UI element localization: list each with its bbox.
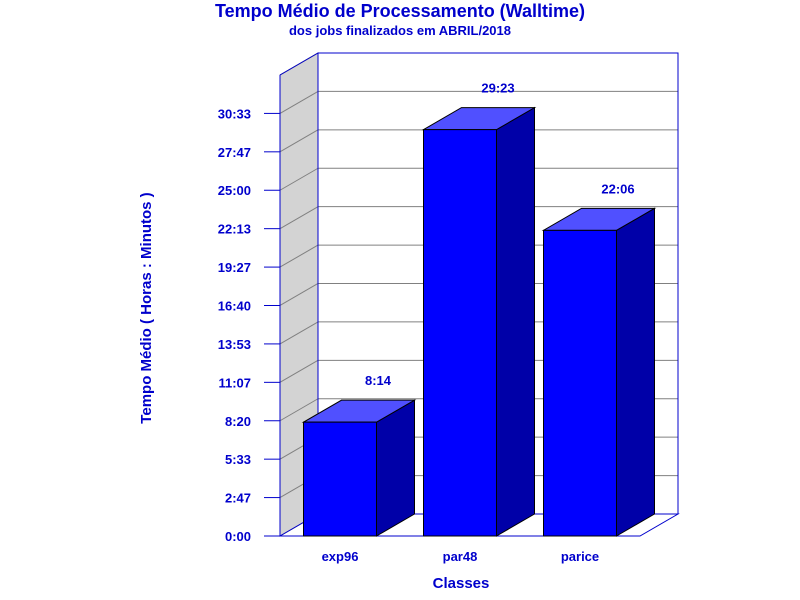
- chart-title: Tempo Médio de Processamento (Walltime): [215, 1, 585, 21]
- y-tick-labels: 0:00 2:47 5:33 8:20 11:07 13:53 16:40 19:27 22:1…: [218, 106, 280, 544]
- data-label: 8:14: [365, 373, 392, 388]
- gridline-side: [279, 90, 319, 114]
- chart-subtitle: dos jobs finalizados em ABRIL/2018: [289, 23, 511, 38]
- x-tick-label: par48: [443, 549, 478, 564]
- gridline-side: [279, 321, 319, 345]
- y-tick-label: 2:47: [225, 491, 251, 506]
- gridline-side: [279, 244, 319, 268]
- bar-parice: [541, 207, 657, 537]
- y-tick-label: 16:40: [218, 298, 251, 313]
- bar-side: [616, 207, 655, 537]
- data-label: 29:23: [481, 81, 514, 96]
- gridline-side: [279, 359, 319, 383]
- y-tick-label: 30:33: [218, 106, 251, 121]
- y-axis-label: Tempo Médio ( Horas : Minutos ): [138, 192, 155, 423]
- y-tick-label: 27:47: [218, 145, 251, 160]
- y-axis-top-edge: [279, 52, 319, 76]
- bar-side: [496, 106, 535, 537]
- bar-exp96: [301, 399, 417, 537]
- y-tick-label: 22:13: [218, 222, 251, 237]
- x-tick-label: parice: [561, 549, 599, 564]
- bar-par48: [421, 106, 537, 537]
- data-labels: 8:14 29:23 22:06: [365, 81, 635, 389]
- y-tick-label: 13:53: [218, 337, 251, 352]
- x-tick-label: exp96: [322, 549, 359, 564]
- x-axis-label: Classes: [433, 575, 490, 592]
- bar-front: [543, 229, 617, 537]
- gridline-side: [279, 206, 319, 230]
- y-tick-label: 5:33: [225, 452, 251, 467]
- y-tick-label: 11:07: [218, 375, 251, 390]
- bar-front: [303, 421, 377, 537]
- y-tick-label: 0:00: [225, 529, 251, 544]
- data-label: 22:06: [601, 181, 634, 196]
- y-tick-label: 25:00: [218, 183, 251, 198]
- y-tick-label: 8:20: [225, 414, 251, 429]
- bar-side: [376, 399, 415, 537]
- y-tick-label: 19:27: [218, 260, 251, 275]
- gridline-side: [279, 398, 319, 422]
- bar-front: [423, 129, 497, 537]
- bars: [301, 106, 657, 537]
- gridline-side: [279, 283, 319, 306]
- gridline-side: [279, 167, 319, 191]
- x-tick-labels: exp96 par48 parice: [322, 549, 600, 564]
- gridline-side: [279, 129, 319, 153]
